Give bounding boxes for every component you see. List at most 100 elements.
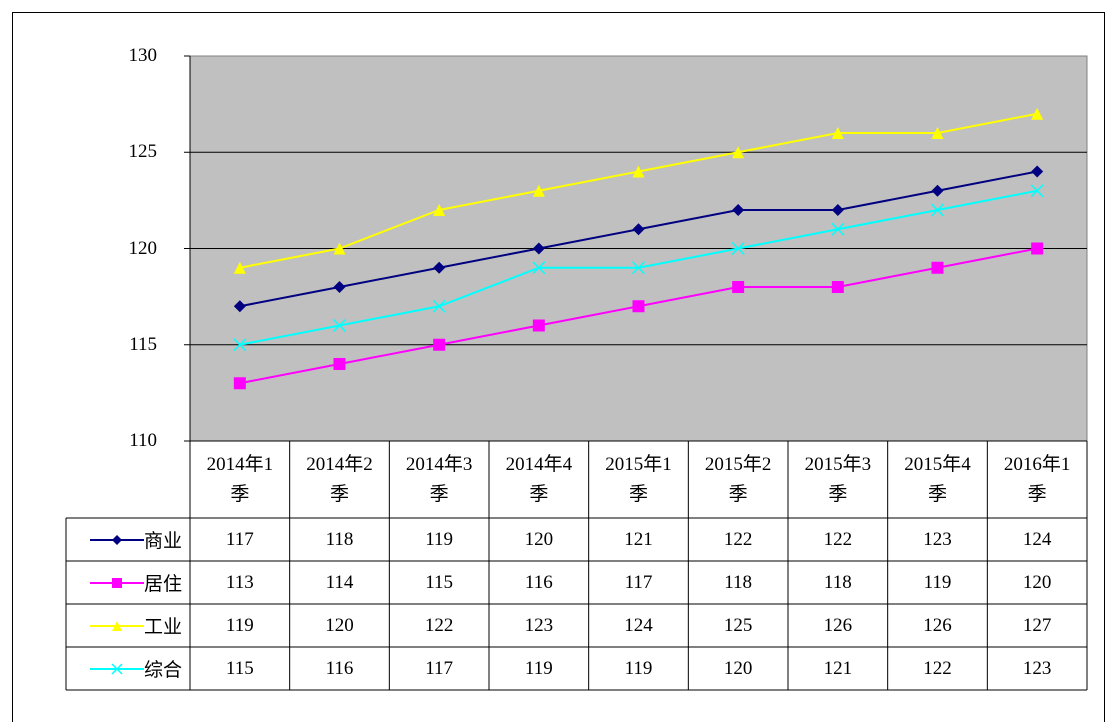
marker <box>831 204 844 216</box>
marker <box>931 184 944 197</box>
marker <box>433 338 446 351</box>
y-tick-label: 120 <box>128 237 158 259</box>
marker <box>831 281 844 293</box>
y-tick-label: 130 <box>128 45 158 66</box>
x-tick-label: 2015年1季 <box>605 453 672 505</box>
table-value: 122 <box>424 614 454 636</box>
table-value: 123 <box>1022 657 1052 679</box>
marker <box>532 319 545 332</box>
y-tick-label: 125 <box>128 141 158 163</box>
marker <box>333 358 346 370</box>
marker <box>233 261 246 274</box>
legend-label: 综合 <box>143 660 182 681</box>
table-value: 115 <box>225 657 254 679</box>
marker <box>831 127 844 139</box>
table-value: 113 <box>225 571 254 593</box>
table-value: 118 <box>823 571 852 593</box>
marker <box>1030 184 1044 198</box>
table-value: 123 <box>524 614 554 636</box>
marker <box>930 203 945 217</box>
table-value: 115 <box>425 571 454 593</box>
table-value: 118 <box>325 528 354 550</box>
table-value: 123 <box>923 528 952 550</box>
marker <box>111 534 122 545</box>
marker <box>732 204 745 216</box>
x-tick-label: 2014年1季 <box>206 453 274 505</box>
marker <box>332 318 347 333</box>
x-tick-label: 2015年3季 <box>804 453 872 505</box>
legend-entry: 综合 <box>66 647 190 690</box>
marker <box>532 184 545 197</box>
x-tick-label: 2015年2季 <box>704 453 772 505</box>
table-value: 126 <box>823 614 853 636</box>
table-value: 120 <box>524 528 554 550</box>
table-value: 114 <box>325 571 354 593</box>
table-value: 116 <box>524 571 553 593</box>
chart-frame <box>12 12 1105 722</box>
marker <box>233 338 247 352</box>
legend-label: 居住 <box>143 574 182 595</box>
marker <box>632 300 645 313</box>
marker <box>731 241 745 256</box>
table-value: 119 <box>624 657 653 679</box>
marker <box>632 165 645 178</box>
legend-key <box>89 620 144 631</box>
table-value: 124 <box>624 614 653 636</box>
marker <box>111 577 122 588</box>
legend-entry: 商业 <box>66 518 190 561</box>
marker <box>532 242 545 255</box>
legend-label: 商业 <box>143 531 182 552</box>
marker <box>233 377 246 390</box>
legend-key <box>89 577 144 588</box>
table-value: 119 <box>425 528 454 550</box>
marker <box>631 261 646 275</box>
table-value: 117 <box>624 571 653 593</box>
table-value: 124 <box>1022 528 1052 550</box>
table-value: 120 <box>723 657 753 679</box>
marker <box>333 242 346 255</box>
table-value: 116 <box>325 657 354 679</box>
y-tick-label: 115 <box>129 333 157 355</box>
table-value: 122 <box>723 528 753 550</box>
table-value: 118 <box>724 571 753 593</box>
table-value: 119 <box>923 571 952 593</box>
marker <box>433 261 446 274</box>
marker <box>432 299 446 313</box>
table-value: 125 <box>723 614 753 636</box>
table-value: 122 <box>823 528 853 550</box>
x-tick-label: 2016年1季 <box>1003 453 1071 505</box>
table-value: 122 <box>923 657 952 679</box>
marker <box>1031 242 1044 255</box>
legend-key <box>89 662 144 675</box>
x-tick-label: 2014年3季 <box>405 453 473 505</box>
legend-key <box>89 534 144 545</box>
marker <box>732 281 745 293</box>
table-value: 120 <box>325 614 354 636</box>
marker <box>111 620 122 631</box>
marker <box>233 300 246 313</box>
marker <box>931 127 944 139</box>
x-tick-label: 2014年2季 <box>306 453 373 505</box>
marker <box>1031 165 1044 178</box>
marker <box>111 662 123 675</box>
table-value: 117 <box>425 657 454 679</box>
table-value: 119 <box>225 614 254 636</box>
marker <box>732 146 745 159</box>
marker <box>433 204 446 216</box>
marker <box>632 223 645 236</box>
marker <box>532 261 546 275</box>
x-tick-label: 2015年4季 <box>904 453 971 505</box>
table-value: 126 <box>923 614 952 636</box>
legend-entry: 工业 <box>66 604 190 647</box>
marker <box>333 281 346 293</box>
table-value: 117 <box>225 528 254 550</box>
table-value: 121 <box>624 528 653 550</box>
table-value: 120 <box>1022 571 1052 593</box>
table-value: 127 <box>1022 614 1052 636</box>
table-value: 119 <box>524 657 553 679</box>
marker <box>831 222 845 236</box>
table-value: 121 <box>823 657 853 679</box>
x-tick-label: 2014年4季 <box>505 453 573 505</box>
legend-entry: 居住 <box>66 561 190 604</box>
